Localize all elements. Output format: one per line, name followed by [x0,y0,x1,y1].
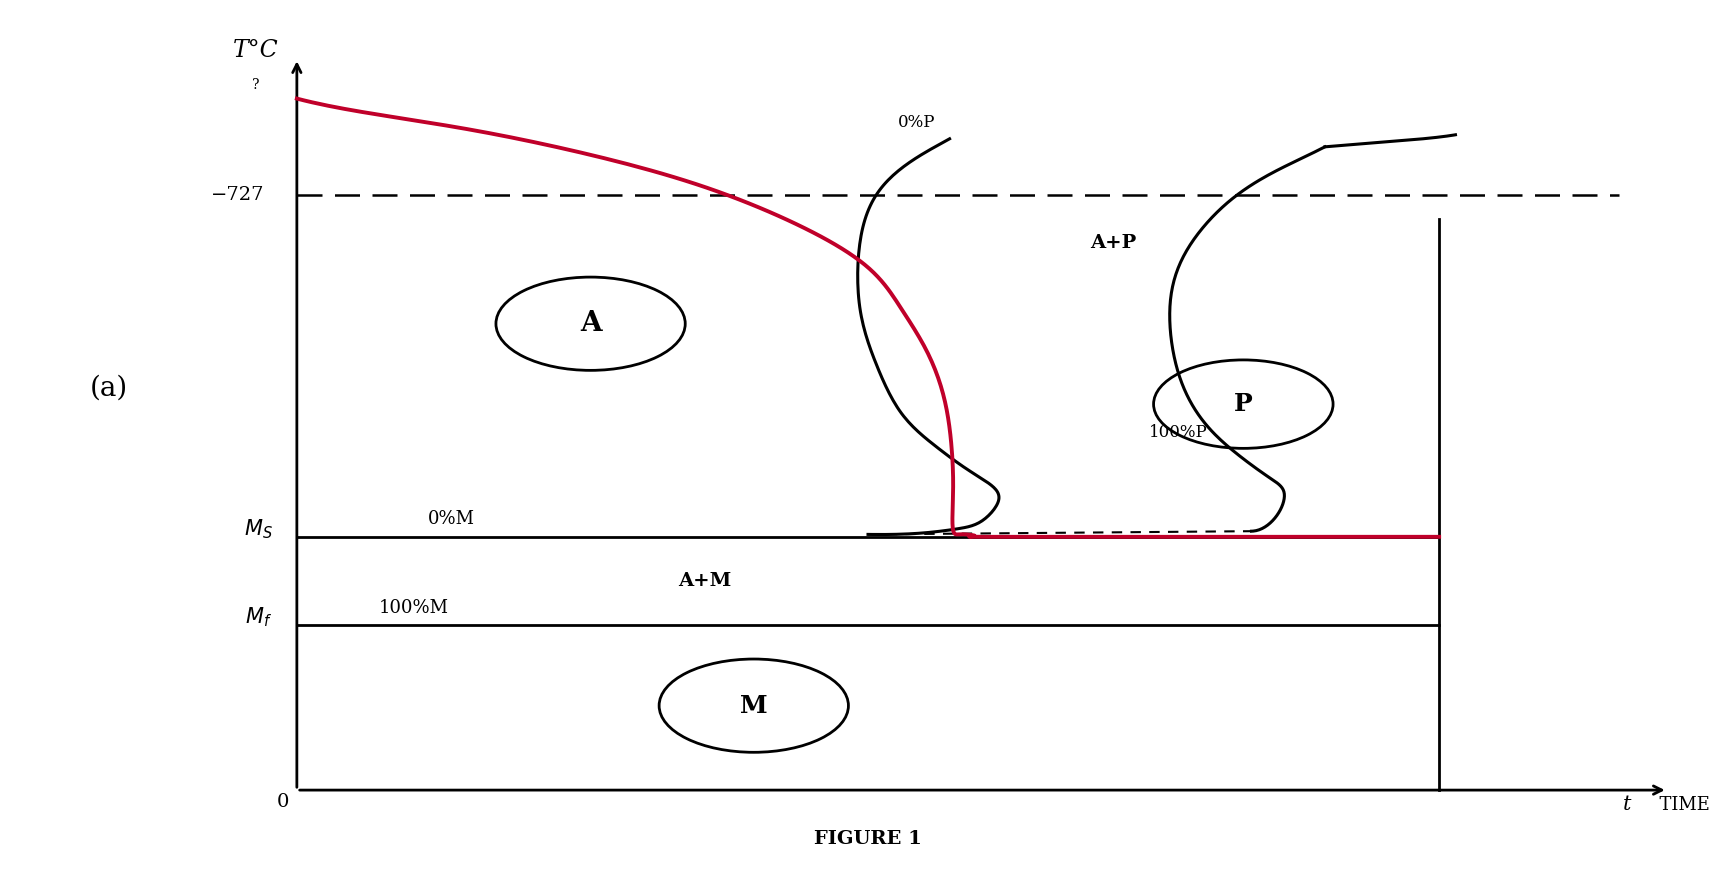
Text: −727: −727 [210,186,264,204]
Text: 100%P: 100%P [1149,424,1208,440]
Text: FIGURE 1: FIGURE 1 [814,830,922,849]
Text: 100%M: 100%M [378,599,448,616]
Text: T°C: T°C [233,39,279,62]
Text: t: t [1623,795,1632,814]
Text: TIME: TIME [1647,795,1710,814]
Text: 0: 0 [276,794,288,811]
Text: $M_f$: $M_f$ [245,606,273,629]
Text: A+P: A+P [1090,234,1135,253]
Text: (a): (a) [90,375,128,401]
Text: M: M [740,694,767,718]
Text: $M_S$: $M_S$ [243,517,273,541]
Text: A: A [580,310,601,337]
Text: 0%M: 0%M [427,510,474,528]
Text: 0%P: 0%P [898,114,936,131]
Text: ?: ? [252,79,260,93]
Text: P: P [1234,392,1253,416]
Text: A+M: A+M [679,572,731,590]
